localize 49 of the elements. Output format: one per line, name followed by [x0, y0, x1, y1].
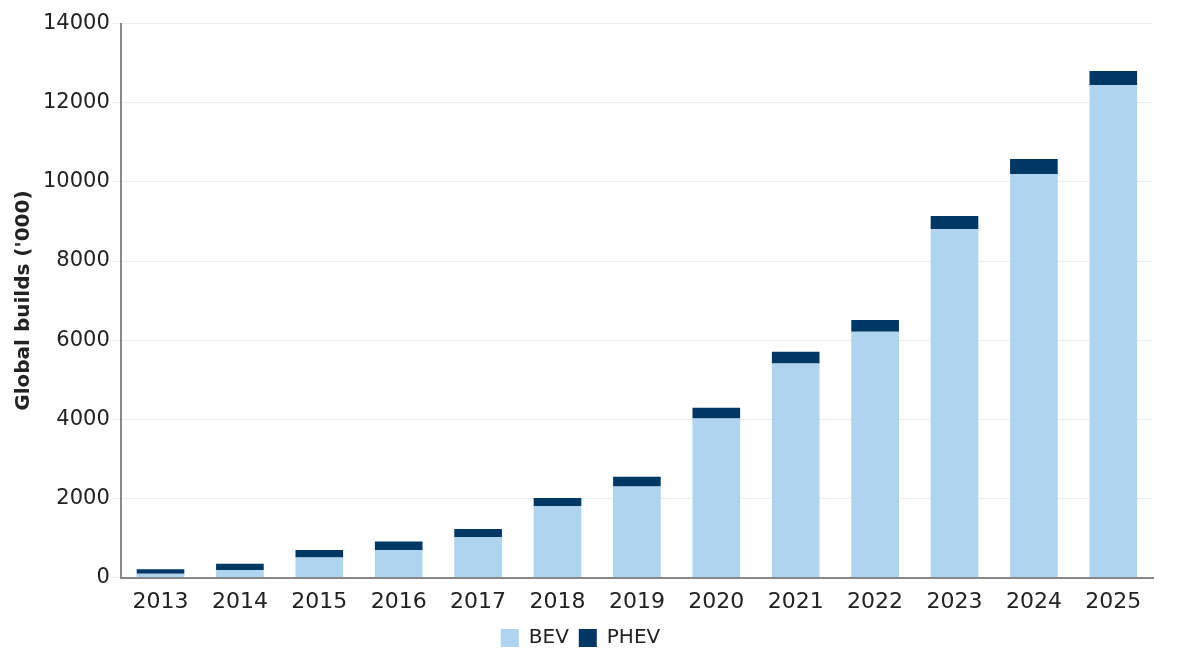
bar — [1010, 173, 1058, 578]
y-tick-label: 10000 — [42, 168, 110, 193]
y-tick-label: 14000 — [42, 10, 110, 35]
x-tick-label: 2023 — [926, 587, 983, 613]
bar — [295, 549, 344, 558]
bar — [930, 215, 979, 229]
x-tick-label: 2014 — [211, 587, 268, 613]
y-tick-label: 2000 — [56, 484, 110, 509]
x-tick-label: 2015 — [291, 587, 348, 613]
y-axis-title: Global builds ('000) — [10, 190, 35, 411]
legend-label: BEV — [528, 624, 570, 649]
x-tick-label: 2024 — [1005, 587, 1062, 613]
x-tick-label: 2019 — [608, 587, 665, 613]
bar — [613, 476, 661, 487]
x-tick-label: 2016 — [370, 587, 427, 613]
bar — [1089, 71, 1138, 85]
bar — [454, 537, 502, 578]
bar — [1010, 158, 1058, 174]
bar — [216, 563, 264, 571]
bar — [851, 331, 899, 578]
bar — [533, 506, 582, 578]
bar — [533, 498, 582, 507]
bar — [930, 228, 979, 578]
x-tick-label: 2021 — [767, 587, 824, 613]
y-tick-label: 0 — [96, 564, 110, 589]
bar — [216, 570, 264, 578]
bar — [613, 486, 661, 578]
bar — [1089, 84, 1138, 578]
bar — [295, 557, 344, 578]
x-tick-label: 2025 — [1085, 587, 1142, 613]
y-tick-label: 8000 — [56, 247, 110, 272]
bar — [454, 528, 502, 538]
y-tick-label: 6000 — [56, 326, 110, 351]
bar — [374, 541, 423, 550]
bar — [771, 351, 820, 364]
legend-label: PHEV — [606, 624, 661, 649]
bar — [136, 569, 185, 574]
y-tick-label: 4000 — [56, 405, 110, 430]
bar — [851, 319, 899, 332]
x-tick-label: 2013 — [132, 587, 189, 613]
x-tick-label: 2017 — [450, 587, 507, 613]
x-tick-label: 2018 — [529, 587, 586, 613]
bar — [692, 418, 741, 578]
bar — [771, 363, 820, 578]
x-tick-label: 2020 — [688, 587, 745, 613]
bar — [692, 407, 741, 419]
bar — [374, 549, 423, 578]
y-tick-label: 12000 — [42, 89, 110, 114]
x-tick-label: 2022 — [847, 587, 904, 613]
